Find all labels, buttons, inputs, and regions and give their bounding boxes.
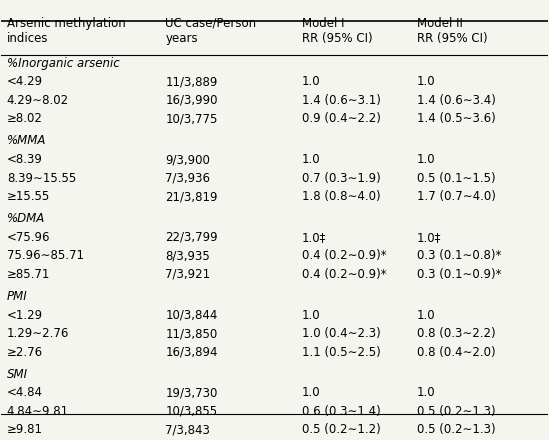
Text: 0.8 (0.4∼2.0): 0.8 (0.4∼2.0) [417,346,495,359]
Text: 10/3,775: 10/3,775 [165,112,217,125]
Text: 4.84∼9.81: 4.84∼9.81 [7,405,69,418]
Text: 11/3,889: 11/3,889 [165,75,217,88]
Text: %Inorganic arsenic: %Inorganic arsenic [7,57,120,70]
Text: 8.39∼15.55: 8.39∼15.55 [7,172,76,185]
Text: ≥85.71: ≥85.71 [7,268,50,281]
Text: 0.4 (0.2∼0.9)*: 0.4 (0.2∼0.9)* [302,249,386,262]
Text: 0.5 (0.2∼1.3): 0.5 (0.2∼1.3) [417,423,495,436]
Text: SMI: SMI [7,368,28,381]
Text: 4.29∼8.02: 4.29∼8.02 [7,94,69,107]
Text: 0.5 (0.2∼1.3): 0.5 (0.2∼1.3) [417,405,495,418]
Text: 0.4 (0.2∼0.9)*: 0.4 (0.2∼0.9)* [302,268,386,281]
Text: 0.6 (0.3∼1.4): 0.6 (0.3∼1.4) [302,405,380,418]
Text: 16/3,894: 16/3,894 [165,346,218,359]
Text: <4.29: <4.29 [7,75,43,88]
Text: 0.8 (0.3∼2.2): 0.8 (0.3∼2.2) [417,327,495,340]
Text: 10/3,855: 10/3,855 [165,405,217,418]
Text: 9/3,900: 9/3,900 [165,153,210,166]
Text: <1.29: <1.29 [7,308,43,322]
Text: <4.84: <4.84 [7,386,43,400]
Text: %DMA: %DMA [7,212,45,225]
Text: 21/3,819: 21/3,819 [165,190,218,203]
Text: 1.0: 1.0 [302,153,321,166]
Text: 1.0‡: 1.0‡ [302,231,326,244]
Text: 1.0: 1.0 [417,308,435,322]
Text: 0.9 (0.4∼2.2): 0.9 (0.4∼2.2) [302,112,380,125]
Text: ≥15.55: ≥15.55 [7,190,50,203]
Text: 1.8 (0.8∼4.0): 1.8 (0.8∼4.0) [302,190,380,203]
Text: ≥9.81: ≥9.81 [7,423,43,436]
Text: 10/3,844: 10/3,844 [165,308,217,322]
Text: 1.4 (0.5∼3.6): 1.4 (0.5∼3.6) [417,112,495,125]
Text: 1.4 (0.6∼3.4): 1.4 (0.6∼3.4) [417,94,495,107]
Text: 11/3,850: 11/3,850 [165,327,217,340]
Text: 1.0: 1.0 [302,386,321,400]
Text: 0.5 (0.1∼1.5): 0.5 (0.1∼1.5) [417,172,495,185]
Text: <75.96: <75.96 [7,231,51,244]
Text: 1.7 (0.7∼4.0): 1.7 (0.7∼4.0) [417,190,495,203]
Text: 1.29∼2.76: 1.29∼2.76 [7,327,69,340]
Text: 19/3,730: 19/3,730 [165,386,217,400]
Text: 1.0: 1.0 [417,386,435,400]
Text: 1.0: 1.0 [302,308,321,322]
Text: 75.96∼85.71: 75.96∼85.71 [7,249,84,262]
Text: 1.1 (0.5∼2.5): 1.1 (0.5∼2.5) [302,346,380,359]
Text: 1.0: 1.0 [417,153,435,166]
Text: 0.7 (0.3∼1.9): 0.7 (0.3∼1.9) [302,172,380,185]
Text: 22/3,799: 22/3,799 [165,231,218,244]
Text: UC case/Person
years: UC case/Person years [165,17,256,44]
Text: 1.0: 1.0 [417,75,435,88]
Text: Model II
RR (95% CI): Model II RR (95% CI) [417,17,487,44]
Text: 7/3,921: 7/3,921 [165,268,210,281]
Text: 1.0: 1.0 [302,75,321,88]
Text: 7/3,843: 7/3,843 [165,423,210,436]
Text: Model I
RR (95% CI): Model I RR (95% CI) [302,17,372,44]
Text: 1.4 (0.6∼3.1): 1.4 (0.6∼3.1) [302,94,380,107]
Text: %MMA: %MMA [7,135,46,147]
Text: PMI: PMI [7,290,27,303]
Text: 0.3 (0.1∼0.9)*: 0.3 (0.1∼0.9)* [417,268,501,281]
Text: 8/3,935: 8/3,935 [165,249,210,262]
Text: <8.39: <8.39 [7,153,43,166]
Text: Arsenic methylation
indices: Arsenic methylation indices [7,17,126,44]
Text: 1.0‡: 1.0‡ [417,231,441,244]
Text: 0.3 (0.1∼0.8)*: 0.3 (0.1∼0.8)* [417,249,501,262]
Text: 0.5 (0.2∼1.2): 0.5 (0.2∼1.2) [302,423,380,436]
Text: ≥2.76: ≥2.76 [7,346,43,359]
Text: 1.0 (0.4∼2.3): 1.0 (0.4∼2.3) [302,327,380,340]
Text: 16/3,990: 16/3,990 [165,94,218,107]
Text: 7/3,936: 7/3,936 [165,172,210,185]
Text: ≥8.02: ≥8.02 [7,112,43,125]
